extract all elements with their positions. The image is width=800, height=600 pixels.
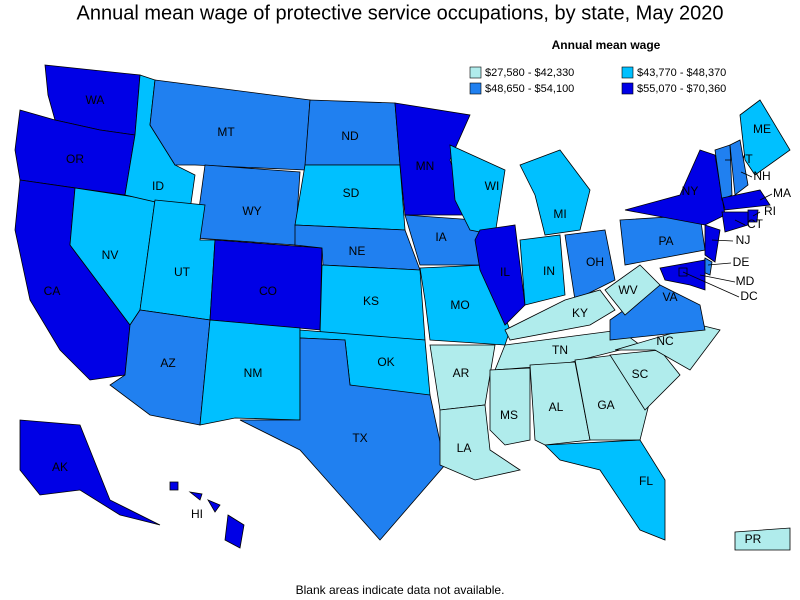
state-shape (199, 319, 301, 426)
state-label: IN (543, 264, 555, 278)
state-shape (529, 361, 591, 446)
state-label: NC (656, 334, 674, 348)
state-label: NJ (736, 233, 751, 247)
state-label: MA (773, 186, 791, 200)
state-label: CT (747, 217, 764, 231)
legend-swatch (621, 66, 634, 79)
legend-title: Annual mean wage (552, 38, 661, 52)
state-shape (519, 149, 591, 236)
state-shape (564, 229, 616, 301)
legend-label: $48,650 - $54,100 (485, 83, 574, 95)
state-shape (624, 149, 726, 226)
state-label: MI (553, 207, 566, 221)
state-label: SD (343, 186, 360, 200)
legend-swatch (469, 66, 482, 79)
state-label: MT (217, 125, 235, 139)
state-label: DC (740, 289, 758, 303)
state-shape (714, 144, 733, 201)
legend-swatch (469, 82, 482, 95)
state-label: MN (416, 159, 435, 173)
state-label: MS (500, 408, 518, 422)
state-label: PR (745, 532, 762, 546)
state-shape (739, 99, 791, 176)
state-label: RI (764, 204, 776, 218)
leader-line (752, 211, 761, 217)
leader-line (740, 171, 753, 178)
state-shape (721, 189, 771, 211)
state-label: HI (191, 507, 203, 521)
state-label: ID (152, 179, 164, 193)
state-label: WI (485, 179, 500, 193)
state-label: NV (102, 248, 119, 262)
state-shape (504, 289, 616, 341)
state-label: TN (552, 343, 568, 357)
state-label: AL (549, 400, 564, 414)
state-shape (609, 349, 681, 411)
state-label: FL (639, 474, 653, 488)
state-label: LA (457, 441, 472, 455)
map-title: Annual mean wage of protective service o… (76, 2, 723, 24)
state-label: CA (44, 284, 61, 298)
state-label: WV (618, 283, 637, 297)
state-shape (519, 234, 566, 306)
legend-swatch (621, 82, 634, 95)
state-shape (439, 404, 522, 481)
state-label: TX (352, 431, 367, 445)
state-label: GA (597, 398, 614, 412)
state-shape (494, 329, 641, 371)
leader-line (707, 262, 732, 266)
state-label: KS (363, 294, 379, 308)
state-label: MD (736, 274, 755, 288)
legend-label: $43,770 - $48,370 (637, 67, 726, 79)
state-shape (734, 527, 791, 551)
state-shape (474, 224, 526, 326)
state-label: NE (349, 244, 366, 258)
state-shape (19, 419, 161, 526)
legend-label: $55,070 - $70,360 (637, 83, 726, 95)
leader-line (734, 219, 746, 226)
state-label: PA (658, 234, 673, 248)
state-shape (239, 337, 446, 541)
state-label: WY (242, 204, 261, 218)
state-label: UT (174, 265, 191, 279)
state-label: VA (662, 290, 677, 304)
state-label: AZ (160, 356, 175, 370)
state-shape (704, 224, 721, 263)
state-shape (544, 439, 666, 541)
state-label: ND (341, 129, 359, 143)
leader-line (699, 274, 736, 283)
state-shape (721, 211, 749, 233)
state-shape (169, 481, 245, 549)
leader-line (759, 193, 773, 201)
leader-line (682, 271, 740, 298)
state-label: OK (377, 355, 394, 369)
state-label: IA (435, 230, 446, 244)
state-label: SC (632, 367, 649, 381)
leader-line (711, 239, 734, 242)
state-shape (489, 367, 531, 446)
state-label: NH (753, 169, 770, 183)
state-label: AK (52, 460, 68, 474)
state-label: WA (86, 93, 105, 107)
state-label: OH (586, 255, 604, 269)
state-label: NY (682, 184, 699, 198)
state-label: KY (572, 306, 588, 320)
legend-label: $27,580 - $42,330 (485, 67, 574, 79)
state-shape (604, 264, 661, 316)
state-label: OR (66, 152, 84, 166)
state-label: ME (753, 122, 771, 136)
state-label: DE (733, 255, 750, 269)
state-label: NM (244, 366, 263, 380)
state-label: AR (453, 366, 470, 380)
state-label: IL (500, 265, 510, 279)
footnote: Blank areas indicate data not available. (296, 583, 505, 597)
state-label: CO (259, 284, 277, 298)
state-label: MO (450, 298, 469, 312)
state-shape (729, 139, 749, 196)
